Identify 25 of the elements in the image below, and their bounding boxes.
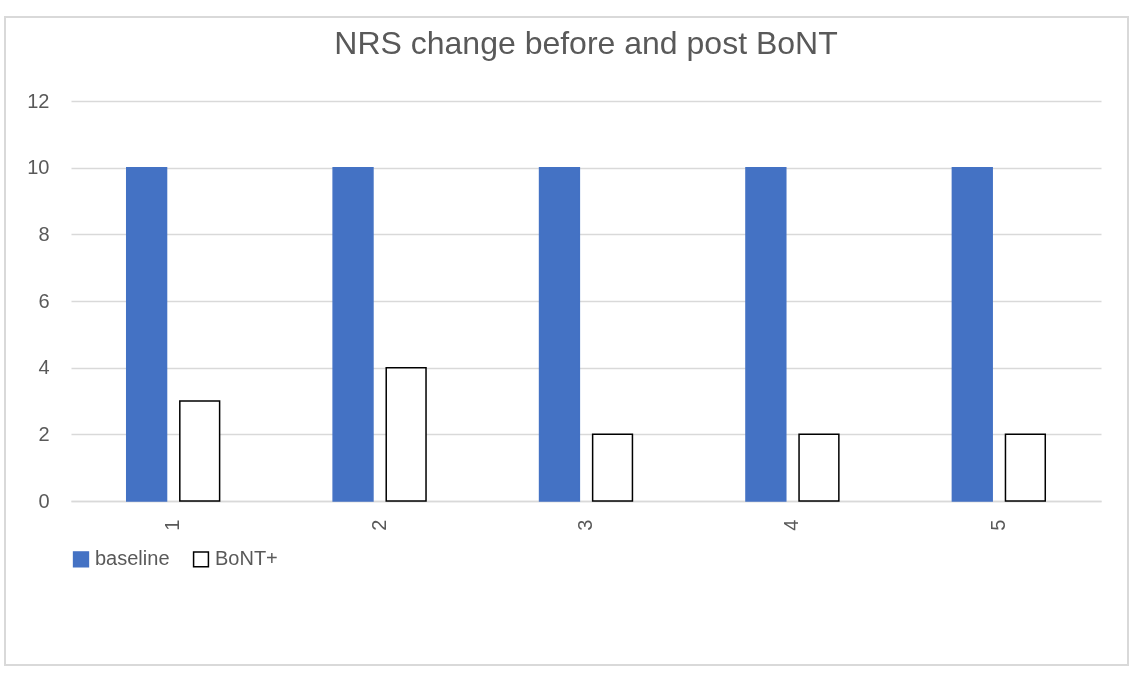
- bar: [538, 166, 581, 502]
- bar: [951, 166, 993, 502]
- legend-label: BoNT+: [215, 547, 278, 570]
- bar: [591, 433, 634, 502]
- y-tick-label: 8: [38, 222, 50, 245]
- bar: [385, 366, 427, 502]
- y-tick-label: 10: [27, 156, 50, 179]
- y-tick-label: 0: [38, 489, 50, 512]
- bar: [745, 166, 787, 502]
- x-tick-label: 4: [780, 519, 803, 531]
- y-tick-label: 2: [38, 422, 50, 445]
- x-tick-label: 2: [367, 519, 390, 531]
- bar: [1004, 433, 1047, 502]
- legend-label: baseline: [95, 547, 170, 570]
- x-tick-label: 5: [986, 519, 1009, 531]
- y-tick-label: 12: [27, 89, 50, 112]
- x-tick-label: 1: [161, 519, 184, 531]
- x-tick-label: 3: [574, 519, 596, 531]
- bar: [179, 400, 221, 502]
- y-tick-label: 4: [38, 356, 50, 379]
- bar: [125, 166, 168, 502]
- chart-title: NRS change before and post BoNT: [334, 25, 838, 61]
- bar: [798, 433, 840, 502]
- bar: [332, 166, 374, 502]
- y-tick-label: 6: [38, 289, 50, 312]
